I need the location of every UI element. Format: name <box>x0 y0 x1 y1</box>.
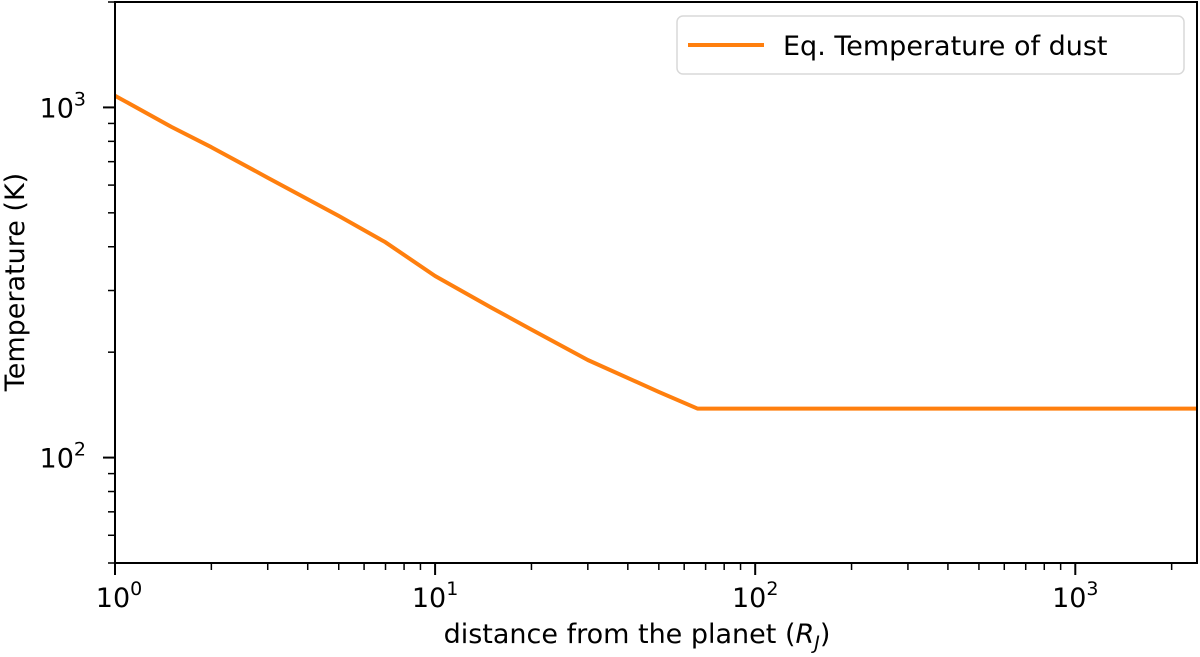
plot-area <box>114 93 1197 411</box>
y-tick-label: 102 <box>40 439 86 475</box>
x-axis-title: distance from the planet (RJ) <box>444 619 831 654</box>
y-axis: 102 103 <box>40 1 115 564</box>
x-tick-label: 101 <box>412 578 458 614</box>
x-tick-label: 102 <box>732 578 778 614</box>
legend: Eq. Temperature of dust <box>676 15 1185 75</box>
axes-frame <box>114 1 1198 564</box>
y-tick-label: 103 <box>40 88 86 124</box>
y-axis-title: Temperature (K) <box>0 173 31 392</box>
x-tick-label: 103 <box>1052 578 1098 614</box>
legend-box <box>676 15 1185 75</box>
series-line-eq-temperature-of-dust <box>114 93 1197 411</box>
axes-border <box>114 1 1198 564</box>
legend-label: Eq. Temperature of dust <box>783 31 1108 62</box>
x-axis: 100 101 102 103 <box>96 563 1173 614</box>
x-tick-label: 100 <box>96 578 142 614</box>
